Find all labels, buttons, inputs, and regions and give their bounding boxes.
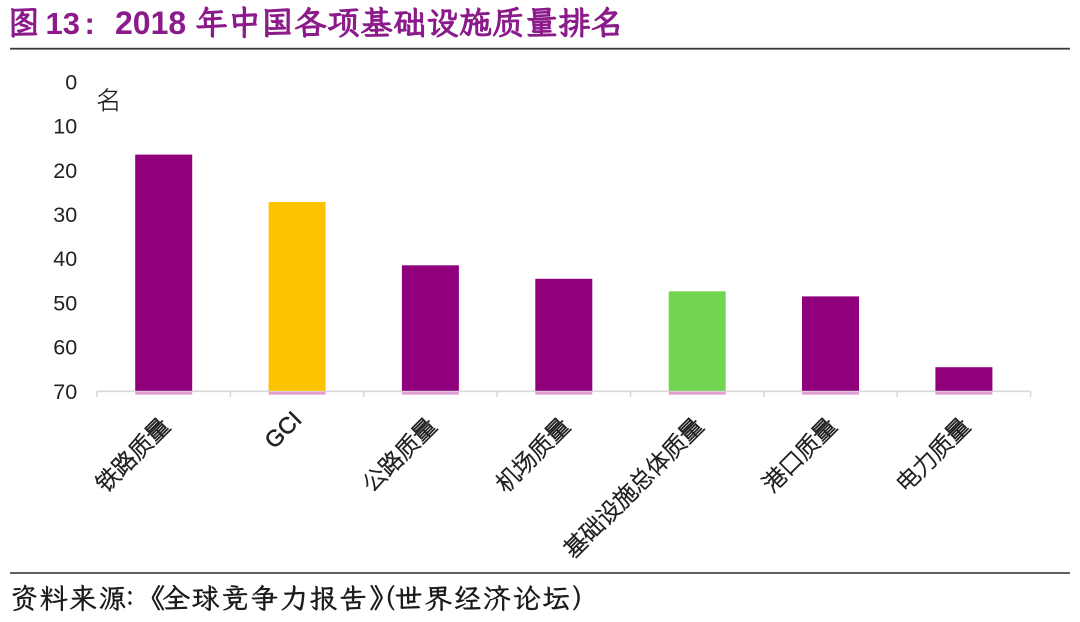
svg-text:70: 70	[53, 380, 77, 404]
svg-text:0: 0	[65, 70, 77, 94]
svg-text:50: 50	[53, 291, 77, 315]
svg-text:2018: 2018	[115, 5, 186, 41]
svg-text:13: 13	[46, 6, 80, 41]
svg-text:60: 60	[53, 336, 77, 360]
svg-text:10: 10	[53, 115, 77, 139]
svg-text:20: 20	[53, 159, 77, 183]
svg-text:30: 30	[53, 203, 77, 227]
svg-text:40: 40	[53, 247, 77, 271]
svg-text::: :	[85, 6, 95, 41]
